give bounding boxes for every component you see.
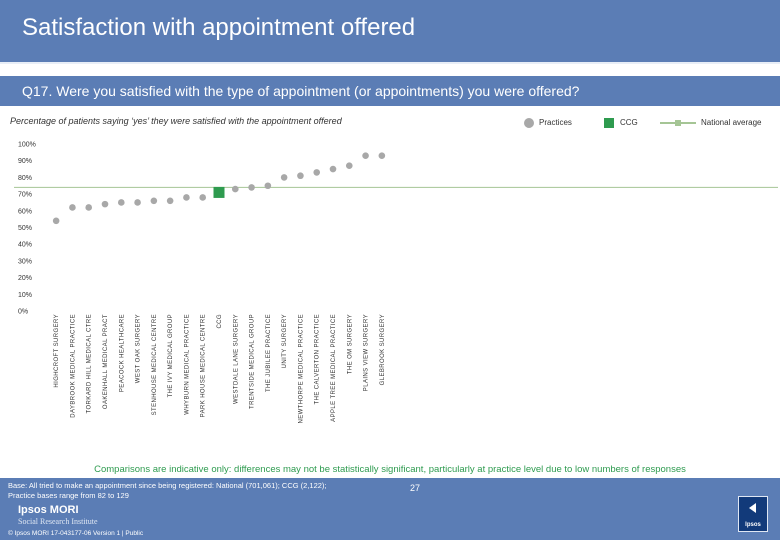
- arrow-left-icon: [749, 503, 756, 513]
- practice-point: [313, 169, 321, 176]
- y-tick-label: 60%: [18, 208, 32, 215]
- y-tick-label: 70%: [18, 192, 32, 199]
- divider: [0, 62, 780, 64]
- y-tick-label: 90%: [18, 158, 32, 165]
- practice-point: [134, 199, 141, 206]
- practice-point: [231, 185, 239, 193]
- category-label: APPLE TREE MEDICAL PRACTICE: [331, 314, 337, 422]
- logo-subtitle: Social Research Institute: [18, 517, 98, 526]
- category-label: WEST OAK SURGERY: [136, 314, 142, 383]
- base-note: Base: All tried to make an appointment s…: [8, 481, 327, 501]
- base-line-2: Practice bases range from 82 to 129: [8, 491, 129, 500]
- base-line-1: Base: All tried to make an appointment s…: [8, 481, 327, 490]
- category-label: THE OM SURGERY: [347, 314, 353, 374]
- practice-point: [69, 204, 76, 211]
- y-tick-label: 20%: [18, 275, 32, 282]
- y-tick-label: 40%: [18, 242, 32, 249]
- category-label: OAKENHALL MEDICAL PRACT: [103, 314, 109, 409]
- practice-point: [85, 204, 93, 211]
- category-label: TORKARD HILL MEDICAL CTRE: [87, 314, 93, 413]
- y-tick-label: 80%: [18, 175, 32, 182]
- chart-subtitle: Percentage of patients saying ‘yes’ they…: [10, 116, 342, 126]
- satisfaction-chart: 0% 10% 20% 30% 40% 50% 60% 70% 80% 90% 100% HIGHCRO…: [14, 142, 778, 424]
- category-label: DAYBROOK MEDICAL PRACTICE: [70, 314, 76, 418]
- footer-bar: Base: All tried to make an appointment s…: [0, 478, 780, 540]
- y-tick-label: 50%: [18, 225, 32, 232]
- y-tick-label: 10%: [18, 292, 32, 299]
- legend-practices-marker: [524, 118, 534, 128]
- question-text: Q17. Were you satisfied with the type of…: [22, 83, 580, 99]
- ipsos-brand-label: Ipsos: [745, 522, 761, 528]
- category-label: UNITY SURGERY: [282, 314, 288, 368]
- category-label: THE CALVERTON PRACTICE: [315, 314, 321, 404]
- practice-point: [297, 172, 304, 180]
- practice-point: [264, 182, 272, 190]
- category-label: THE IVY MEDICAL GROUP: [168, 314, 174, 397]
- category-label: PARK HOUSE MEDICAL CENTRE: [201, 314, 207, 417]
- legend-national-marker: [675, 120, 681, 126]
- category-label: PEACOCK HEALTHCARE: [119, 314, 125, 392]
- practice-point: [166, 197, 174, 205]
- category-label: WHYBURN MEDICAL PRACTICE: [184, 314, 190, 415]
- category-label: HIGHCROFT SURGERY: [54, 314, 60, 388]
- y-tick-label: 0%: [18, 309, 28, 316]
- ipsos-mori-logo: Ipsos MORI: [18, 504, 79, 516]
- header-bar: Satisfaction with appointment offered: [0, 0, 780, 62]
- practice-point: [329, 165, 337, 173]
- question-bar: Q17. Were you satisfied with the type of…: [0, 76, 780, 106]
- practice-point: [101, 200, 109, 208]
- practice-point: [52, 217, 60, 225]
- category-label: TRENTSIDE MEDICAL GROUP: [250, 314, 256, 409]
- practice-point: [378, 152, 386, 159]
- category-label: PLAINS VIEW SURGERY: [364, 314, 370, 391]
- practice-point: [345, 162, 353, 170]
- ipsos-brand-icon: Ipsos: [738, 496, 768, 532]
- page-number: 27: [410, 483, 421, 493]
- y-tick-label: 100%: [18, 142, 36, 149]
- category-label: GLEBROOK SURGERY: [380, 314, 386, 385]
- ccg-point: [213, 186, 225, 198]
- legend-ccg-marker: [604, 118, 614, 128]
- category-label: STENHOUSE MEDICAL CENTRE: [152, 314, 158, 415]
- practice-point: [280, 174, 288, 181]
- practice-point: [199, 194, 207, 201]
- y-tick-label: 30%: [18, 258, 32, 265]
- practice-point: [362, 152, 369, 159]
- legend-ccg-label: CCG: [620, 118, 638, 127]
- comparison-note: Comparisons are indicative only: differe…: [94, 464, 686, 475]
- slide-title: Satisfaction with appointment offered: [22, 14, 416, 41]
- category-label: NEWTHORPE MEDICAL PRACTICE: [298, 314, 304, 424]
- category-label: THE JUBILEE PRACTICE: [266, 314, 272, 392]
- practice-point: [117, 199, 125, 206]
- legend-national-label: National average: [701, 118, 762, 127]
- category-label: WESTDALE LANE SURGERY: [233, 314, 239, 404]
- practice-point: [183, 194, 190, 201]
- copyright-text: © Ipsos MORI 17-043177-06 Version 1 | Pu…: [8, 530, 144, 537]
- practice-point: [248, 184, 255, 191]
- legend-practices-label: Practices: [539, 118, 572, 127]
- practice-point: [150, 197, 158, 205]
- category-label: CCG: [217, 314, 223, 329]
